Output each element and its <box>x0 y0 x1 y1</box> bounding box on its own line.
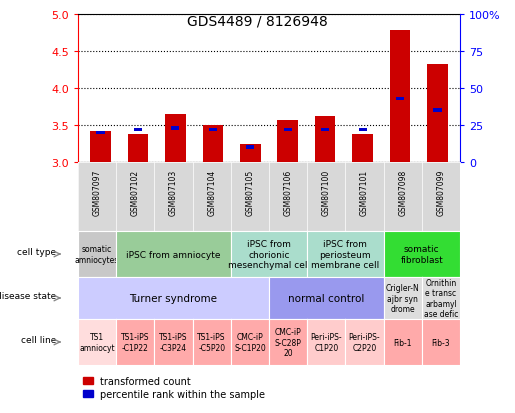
Text: GSM807098: GSM807098 <box>398 169 407 216</box>
Bar <box>352 135 373 163</box>
Bar <box>209 128 217 132</box>
Bar <box>321 128 329 132</box>
Text: iPSC from
chorionic
mesenchymal cell: iPSC from chorionic mesenchymal cell <box>228 240 310 269</box>
Text: disease state: disease state <box>0 292 56 301</box>
Text: GSM807106: GSM807106 <box>284 169 293 216</box>
Text: somatic
amniocytes: somatic amniocytes <box>75 245 119 264</box>
Bar <box>358 128 367 132</box>
Text: TS1-iPS
-C1P22: TS1-iPS -C1P22 <box>121 332 149 352</box>
Text: cell type: cell type <box>17 248 56 256</box>
Text: GSM807102: GSM807102 <box>131 169 140 216</box>
Text: GSM807101: GSM807101 <box>360 169 369 216</box>
Text: somatic
fibroblast: somatic fibroblast <box>401 245 443 264</box>
Bar <box>165 115 186 163</box>
Text: iPSC from
periosteum
membrane cell: iPSC from periosteum membrane cell <box>311 240 380 269</box>
Bar <box>90 132 111 163</box>
Text: GSM807104: GSM807104 <box>207 169 216 216</box>
Text: Fib-3: Fib-3 <box>432 338 450 347</box>
Text: GSM807105: GSM807105 <box>246 169 254 216</box>
Bar <box>315 117 335 163</box>
Text: TS1-iPS
-C5P20: TS1-iPS -C5P20 <box>197 332 226 352</box>
Text: TS1
amniocyt: TS1 amniocyt <box>79 332 115 352</box>
Text: iPSC from amniocyte: iPSC from amniocyte <box>126 250 221 259</box>
Bar <box>171 127 180 131</box>
Text: CMC-iP
S-C1P20: CMC-iP S-C1P20 <box>234 332 266 352</box>
Text: Ornithin
e transc
arbamyl
ase defic: Ornithin e transc arbamyl ase defic <box>424 278 458 318</box>
Bar <box>434 109 442 113</box>
Bar <box>390 31 410 163</box>
Text: GSM807099: GSM807099 <box>436 169 445 216</box>
Text: normal control: normal control <box>288 293 365 303</box>
Bar <box>202 126 223 163</box>
Text: TS1-iPS
-C3P24: TS1-iPS -C3P24 <box>159 332 188 352</box>
Text: GSM807100: GSM807100 <box>322 169 331 216</box>
Bar <box>240 144 261 163</box>
Bar <box>96 131 105 135</box>
Text: GSM807103: GSM807103 <box>169 169 178 216</box>
Text: Crigler-N
ajbr syn
drome: Crigler-N ajbr syn drome <box>386 283 420 313</box>
Bar <box>396 97 404 101</box>
Bar <box>284 128 292 132</box>
Text: cell line: cell line <box>21 335 56 344</box>
Bar <box>246 146 254 150</box>
Text: Fib-1: Fib-1 <box>393 338 412 347</box>
Bar <box>128 135 148 163</box>
Text: Peri-iPS-
C2P20: Peri-iPS- C2P20 <box>349 332 380 352</box>
Bar <box>134 128 142 132</box>
Bar <box>278 121 298 163</box>
Text: GDS4489 / 8126948: GDS4489 / 8126948 <box>187 14 328 28</box>
Text: GSM807097: GSM807097 <box>93 169 101 216</box>
Text: Peri-iPS-
C1P20: Peri-iPS- C1P20 <box>311 332 342 352</box>
Text: Turner syndrome: Turner syndrome <box>129 293 217 303</box>
Bar <box>427 64 448 163</box>
Legend: transformed count, percentile rank within the sample: transformed count, percentile rank withi… <box>83 376 265 399</box>
Text: CMC-iP
S-C28P
20: CMC-iP S-C28P 20 <box>274 328 302 357</box>
